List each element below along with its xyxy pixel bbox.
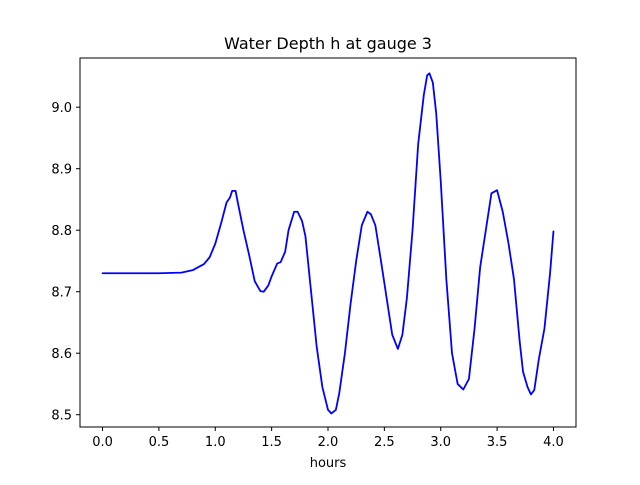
x-tick-label: 3.0 xyxy=(430,435,451,450)
x-tick-label: 1.5 xyxy=(261,435,282,450)
x-tick-label: 2.0 xyxy=(318,435,339,450)
x-tick-label: 1.0 xyxy=(205,435,226,450)
chart-title: Water Depth h at gauge 3 xyxy=(224,34,432,53)
x-tick-label: 4.0 xyxy=(543,435,564,450)
y-tick-label: 8.8 xyxy=(51,224,72,239)
y-tick-label: 9.0 xyxy=(51,101,72,116)
series-line-0 xyxy=(101,72,555,415)
y-axis-ticks: 8.5 8.6 8.7 8.8 8.9 9.0 xyxy=(51,101,80,424)
x-tick-label: 3.5 xyxy=(487,435,508,450)
y-tick-label: 8.5 xyxy=(51,409,72,424)
y-tick-label: 8.6 xyxy=(51,347,72,362)
x-tick-label: 2.5 xyxy=(374,435,395,450)
y-tick-label: 8.7 xyxy=(51,286,72,301)
x-axis-ticks: 0.0 0.5 1.0 1.5 2.0 2.5 3.0 3.5 4.0 xyxy=(92,427,564,450)
x-tick-label: 0.5 xyxy=(149,435,170,450)
x-tick-label: 0.0 xyxy=(92,435,113,450)
y-tick-label: 8.9 xyxy=(51,163,72,178)
x-axis-label: hours xyxy=(310,456,347,471)
